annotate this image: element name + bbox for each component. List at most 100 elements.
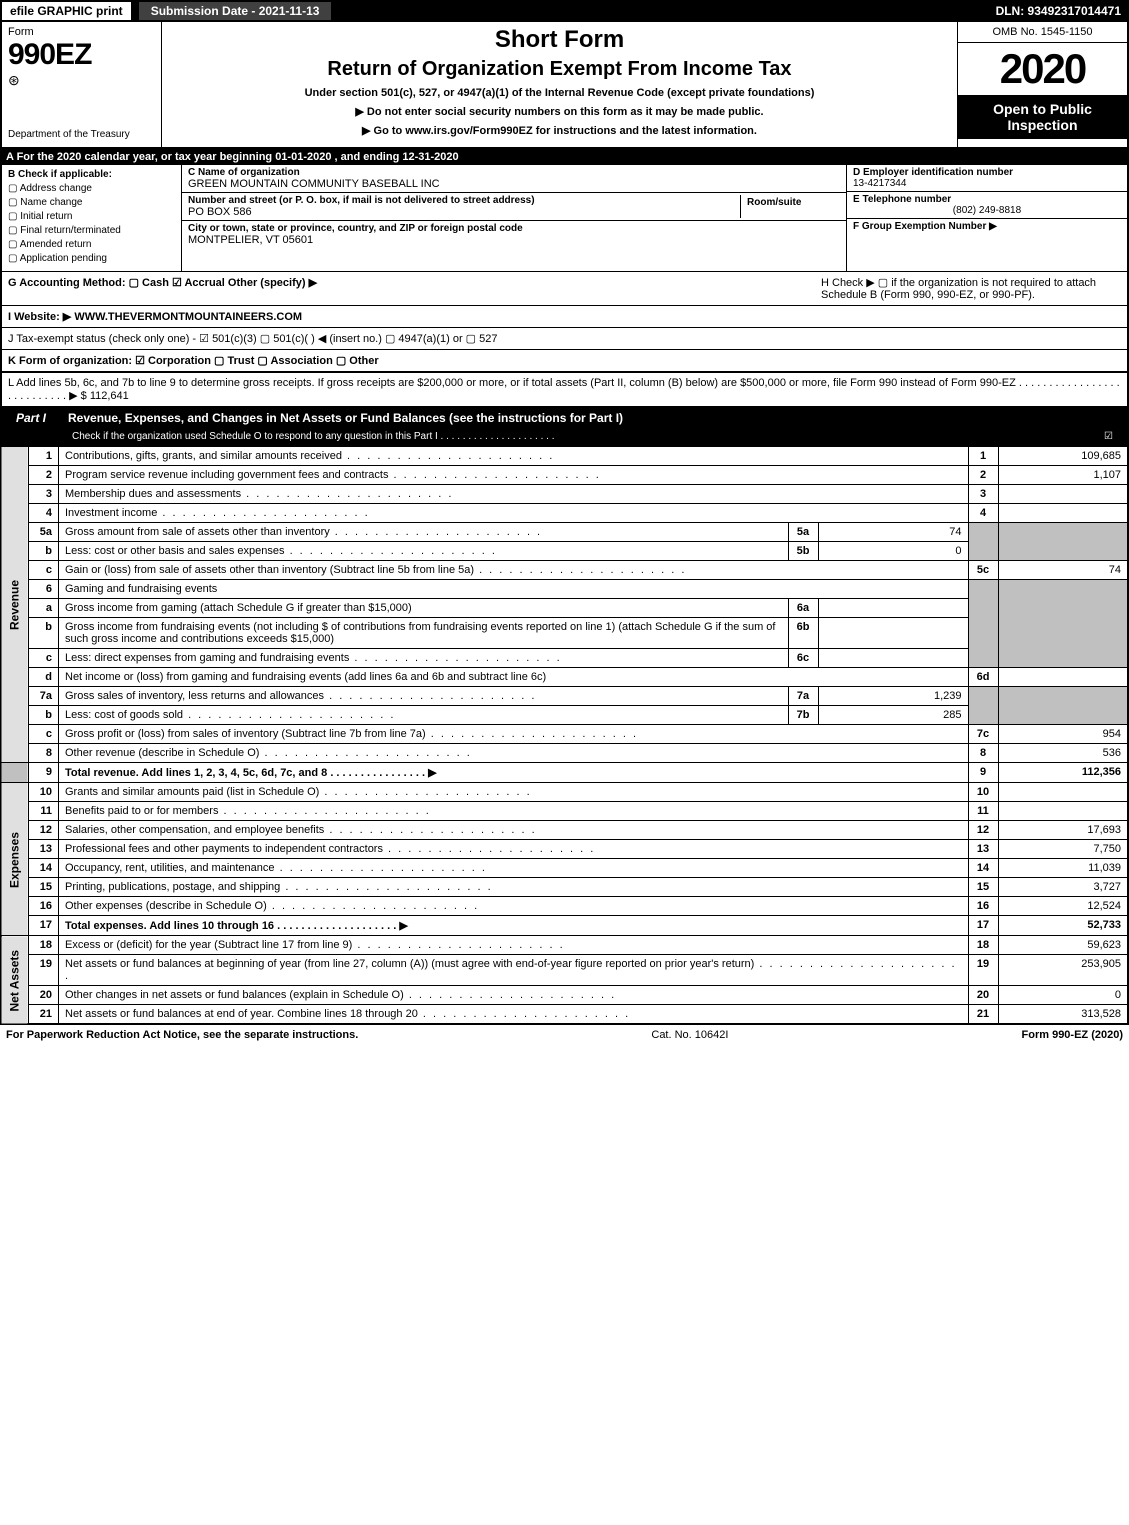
table-row: 21 Net assets or fund balances at end of…	[1, 1005, 1128, 1025]
table-row: Expenses 10 Grants and similar amounts p…	[1, 783, 1128, 802]
efile-print-button[interactable]: efile GRAPHIC print	[0, 0, 133, 22]
department-label: Department of the Treasury	[8, 129, 155, 140]
header-center: Short Form Return of Organization Exempt…	[162, 22, 957, 147]
table-row: 12 Salaries, other compensation, and emp…	[1, 821, 1128, 840]
checkbox-amended-return[interactable]: Amended return	[8, 239, 175, 250]
checkbox-address-change[interactable]: Address change	[8, 183, 175, 194]
table-row: d Net income or (loss) from gaming and f…	[1, 668, 1128, 687]
top-bar: efile GRAPHIC print Submission Date - 20…	[0, 0, 1129, 22]
header-left: Form 990EZ ⊛ Department of the Treasury	[2, 22, 162, 147]
tax-exempt-status: J Tax-exempt status (check only one) - ☑…	[8, 332, 1121, 345]
table-row: 19 Net assets or fund balances at beginn…	[1, 955, 1128, 986]
col-b-checkboxes: B Check if applicable: Address change Na…	[2, 165, 182, 271]
col-c-organization: C Name of organization GREEN MOUNTAIN CO…	[182, 165, 847, 271]
paperwork-notice: For Paperwork Reduction Act Notice, see …	[6, 1029, 358, 1041]
table-row: c Gross profit or (loss) from sales of i…	[1, 725, 1128, 744]
row-i: I Website: ▶ WWW.THEVERMONTMOUNTAINEERS.…	[2, 305, 1127, 327]
part-1-title: Revenue, Expenses, and Changes in Net As…	[60, 407, 1127, 429]
line-desc: Contributions, gifts, grants, and simila…	[59, 447, 969, 466]
phone-value: (802) 249-8818	[853, 205, 1121, 216]
row-a-tax-year: A For the 2020 calendar year, or tax yea…	[0, 149, 1129, 165]
group-exemption-label: F Group Exemption Number ▶	[853, 221, 997, 232]
street-value: PO BOX 586	[188, 206, 740, 218]
form-header: Form 990EZ ⊛ Department of the Treasury …	[0, 22, 1129, 149]
submission-date: Submission Date - 2021-11-13	[137, 0, 334, 22]
schedule-b-check: H Check ▶ ▢ if the organization is not r…	[811, 276, 1121, 301]
table-row: 6 Gaming and fundraising events	[1, 580, 1128, 599]
table-row: 9 Total revenue. Add lines 1, 2, 3, 4, 5…	[1, 763, 1128, 783]
table-row: 3 Membership dues and assessments 3	[1, 485, 1128, 504]
expenses-side-label: Expenses	[1, 783, 29, 936]
line-rnum: 1	[968, 447, 998, 466]
col-d-e-f: D Employer identification number 13-4217…	[847, 165, 1127, 271]
table-row: a Gross income from gaming (attach Sched…	[1, 599, 1128, 618]
omb-number: OMB No. 1545-1150	[958, 22, 1127, 43]
open-to-public: Open to Public Inspection	[958, 95, 1127, 139]
form-of-organization: K Form of organization: ☑ Corporation ▢ …	[8, 355, 379, 367]
short-form-title: Short Form	[172, 26, 947, 54]
part-1-checkbox-icon: ☑	[1104, 431, 1113, 442]
row-j: J Tax-exempt status (check only one) - ☑…	[2, 327, 1127, 349]
ssn-warning: ▶ Do not enter social security numbers o…	[172, 105, 947, 118]
form-label: Form	[8, 26, 155, 38]
table-row: 13 Professional fees and other payments …	[1, 840, 1128, 859]
header-right: OMB No. 1545-1150 2020 Open to Public In…	[957, 22, 1127, 147]
city-value: MONTPELIER, VT 05601	[188, 234, 840, 246]
line-val: 109,685	[998, 447, 1128, 466]
ein-label: D Employer identification number	[853, 167, 1121, 178]
dln-number: DLN: 93492317014471	[988, 2, 1129, 20]
return-title: Return of Organization Exempt From Incom…	[172, 58, 947, 81]
table-row: Revenue 1 Contributions, gifts, grants, …	[1, 447, 1128, 466]
revenue-side-label: Revenue	[1, 447, 29, 763]
row-k: K Form of organization: ☑ Corporation ▢ …	[0, 349, 1129, 372]
table-row: Net Assets 18 Excess or (deficit) for th…	[1, 936, 1128, 955]
row-l: L Add lines 5b, 6c, and 7b to line 9 to …	[0, 372, 1129, 407]
table-row: 20 Other changes in net assets or fund b…	[1, 986, 1128, 1005]
form-reference: Form 990-EZ (2020)	[1022, 1029, 1123, 1041]
accounting-method: G Accounting Method: ▢ Cash ☑ Accrual Ot…	[8, 277, 317, 289]
table-row: b Gross income from fundraising events (…	[1, 618, 1128, 649]
table-row: 7a Gross sales of inventory, less return…	[1, 687, 1128, 706]
section-b-through-f: B Check if applicable: Address change Na…	[0, 165, 1129, 271]
part-1-header: Part I Revenue, Expenses, and Changes in…	[0, 407, 1129, 429]
checkbox-name-change[interactable]: Name change	[8, 197, 175, 208]
table-row: 8 Other revenue (describe in Schedule O)…	[1, 744, 1128, 763]
table-row: 5a Gross amount from sale of assets othe…	[1, 523, 1128, 542]
table-row: c Less: direct expenses from gaming and …	[1, 649, 1128, 668]
irs-seal-icon: ⊛	[8, 72, 155, 89]
checkbox-final-return[interactable]: Final return/terminated	[8, 225, 175, 236]
phone-label: E Telephone number	[853, 194, 1121, 205]
form-number: 990EZ	[8, 38, 155, 72]
tax-year: 2020	[958, 43, 1127, 95]
org-name: GREEN MOUNTAIN COMMUNITY BASEBALL INC	[188, 178, 840, 190]
table-row: 2 Program service revenue including gove…	[1, 466, 1128, 485]
table-row: c Gain or (loss) from sale of assets oth…	[1, 561, 1128, 580]
table-row: 16 Other expenses (describe in Schedule …	[1, 897, 1128, 916]
page-footer: For Paperwork Reduction Act Notice, see …	[0, 1025, 1129, 1045]
table-row: 17 Total expenses. Add lines 10 through …	[1, 916, 1128, 936]
net-assets-side-label: Net Assets	[1, 936, 29, 1025]
table-row: b Less: cost or other basis and sales ex…	[1, 542, 1128, 561]
table-row: 4 Investment income 4	[1, 504, 1128, 523]
part-1-table: Revenue 1 Contributions, gifts, grants, …	[0, 446, 1129, 1025]
part-1-tab: Part I	[2, 407, 60, 429]
table-row: 14 Occupancy, rent, utilities, and maint…	[1, 859, 1128, 878]
meta-rows: G Accounting Method: ▢ Cash ☑ Accrual Ot…	[0, 271, 1129, 349]
catalog-number: Cat. No. 10642I	[651, 1029, 728, 1041]
line-num: 1	[29, 447, 59, 466]
row-g-h: G Accounting Method: ▢ Cash ☑ Accrual Ot…	[2, 271, 1127, 305]
subtitle: Under section 501(c), 527, or 4947(a)(1)…	[172, 87, 947, 99]
part-1-note-text: Check if the organization used Schedule …	[72, 431, 554, 442]
street-label: Number and street (or P. O. box, if mail…	[188, 195, 740, 206]
goto-link[interactable]: ▶ Go to www.irs.gov/Form990EZ for instru…	[172, 124, 947, 137]
table-row: b Less: cost of goods sold 7b 285	[1, 706, 1128, 725]
ein-value: 13-4217344	[853, 178, 1121, 189]
checkbox-application-pending[interactable]: Application pending	[8, 253, 175, 264]
website[interactable]: I Website: ▶ WWW.THEVERMONTMOUNTAINEERS.…	[8, 310, 1121, 323]
table-row: 15 Printing, publications, postage, and …	[1, 878, 1128, 897]
col-b-header: B Check if applicable:	[8, 169, 175, 180]
org-name-label: C Name of organization	[188, 167, 840, 178]
room-label: Room/suite	[747, 197, 834, 208]
checkbox-initial-return[interactable]: Initial return	[8, 211, 175, 222]
city-label: City or town, state or province, country…	[188, 223, 840, 234]
